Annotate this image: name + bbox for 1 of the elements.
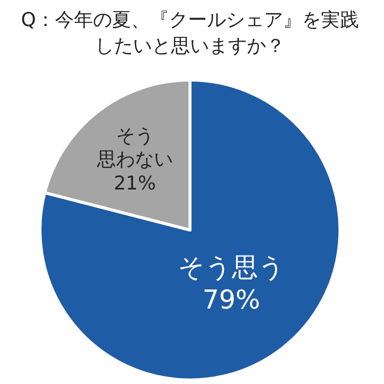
title: Q：今年の夏、『クールシェア』を実践したいと思いますか？ [21, 9, 359, 57]
